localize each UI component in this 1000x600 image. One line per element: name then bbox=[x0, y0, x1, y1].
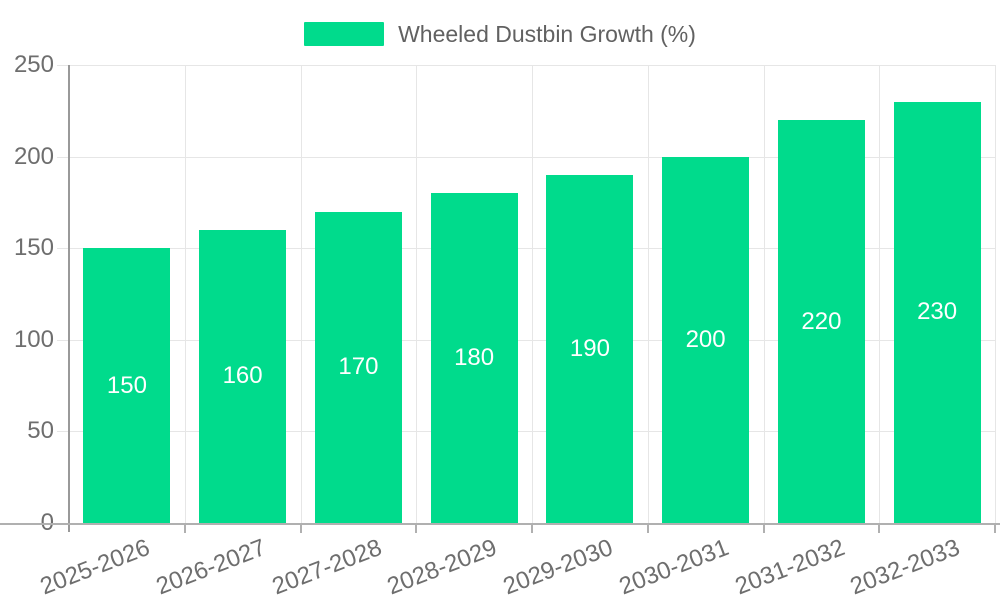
gridline-vertical bbox=[300, 65, 302, 523]
x-axis-tick bbox=[183, 525, 186, 533]
x-axis-tick bbox=[994, 525, 996, 533]
gridline-vertical bbox=[763, 65, 765, 523]
legend-swatch-icon bbox=[304, 22, 385, 46]
x-axis-tick bbox=[762, 525, 765, 533]
legend-label: Wheeled Dustbin Growth (%) bbox=[398, 20, 696, 47]
bar[interactable] bbox=[314, 211, 402, 523]
bar-value-label: 160 bbox=[222, 362, 263, 390]
x-axis-tick bbox=[415, 525, 418, 533]
bar-value-label: 150 bbox=[106, 371, 147, 399]
gridline-vertical bbox=[647, 65, 649, 523]
bar[interactable] bbox=[777, 120, 865, 523]
bar-value-label: 200 bbox=[685, 325, 726, 353]
y-axis-tick-label: 0 bbox=[0, 509, 54, 537]
chart-legend[interactable]: Wheeled Dustbin Growth (%) bbox=[0, 18, 1000, 50]
gridline-vertical bbox=[879, 65, 881, 523]
bar[interactable] bbox=[662, 156, 750, 523]
x-axis-label: 2031-2032 bbox=[731, 534, 849, 600]
y-axis-tick bbox=[57, 248, 69, 250]
bar-value-label: 170 bbox=[338, 353, 379, 381]
gridline-vertical bbox=[184, 65, 186, 523]
y-axis-tick bbox=[57, 431, 69, 433]
gridline-vertical bbox=[532, 65, 533, 523]
y-axis-tick bbox=[57, 156, 69, 158]
y-axis-tick-label: 200 bbox=[13, 142, 54, 170]
bar-value-label: 230 bbox=[917, 298, 958, 326]
x-axis-label: 2027-2028 bbox=[268, 534, 386, 600]
y-axis-tick-label: 50 bbox=[27, 417, 54, 445]
x-axis-line bbox=[0, 523, 1000, 525]
y-axis-tick-label: 250 bbox=[13, 51, 54, 78]
x-axis-label: 2029-2030 bbox=[499, 534, 617, 600]
bar[interactable] bbox=[893, 101, 981, 523]
x-axis-tick bbox=[878, 525, 881, 533]
y-axis-tick-label: 100 bbox=[13, 325, 54, 353]
y-axis-tick bbox=[57, 65, 69, 66]
bar[interactable] bbox=[430, 193, 518, 523]
bar-value-label: 220 bbox=[801, 307, 842, 335]
y-axis-tick-label: 150 bbox=[13, 234, 54, 262]
bar[interactable] bbox=[546, 174, 634, 523]
x-axis-label: 2025-2026 bbox=[36, 534, 154, 600]
x-axis-label: 2032-2033 bbox=[846, 534, 964, 600]
x-axis-label: 2026-2027 bbox=[152, 534, 270, 600]
bar-value-label: 180 bbox=[454, 344, 495, 372]
bar[interactable] bbox=[83, 248, 171, 523]
y-axis-tick bbox=[57, 339, 69, 341]
gridline-vertical bbox=[995, 65, 996, 523]
x-axis-tick bbox=[531, 525, 533, 533]
x-axis-tick bbox=[646, 525, 649, 533]
bar-value-label: 190 bbox=[569, 335, 610, 362]
x-axis-label: 2030-2031 bbox=[615, 534, 733, 600]
x-axis-label: 2028-2029 bbox=[383, 534, 501, 600]
y-axis-line bbox=[68, 65, 70, 532]
x-axis-tick bbox=[299, 525, 302, 533]
bar[interactable] bbox=[199, 229, 287, 523]
plot-area bbox=[69, 65, 996, 523]
gridline-vertical bbox=[416, 65, 418, 523]
